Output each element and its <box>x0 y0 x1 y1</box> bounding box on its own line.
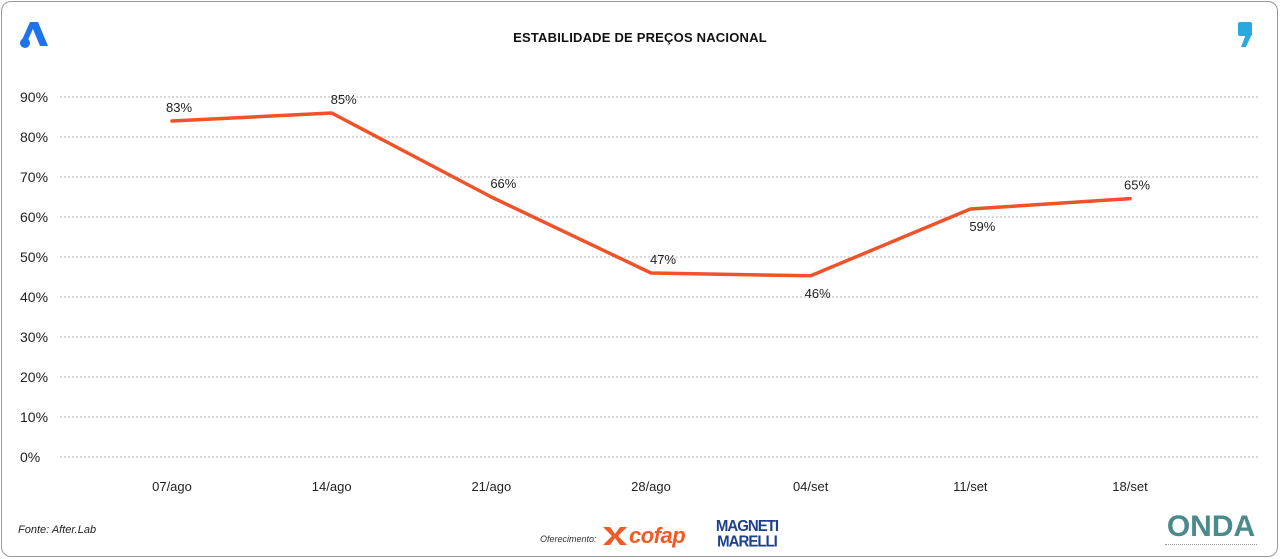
cofap-x-icon <box>603 527 627 545</box>
data-label: 83% <box>166 100 192 115</box>
data-label: 47% <box>650 252 676 267</box>
data-labels: 83% 85% 66% 47% 46% 59% 65% <box>166 92 1150 301</box>
x-tick-label: 07/ago <box>152 479 192 494</box>
data-label: 85% <box>331 92 357 107</box>
magneti-wordmark: MAGNETI <box>715 517 779 536</box>
y-tick-label: 90% <box>20 89 48 105</box>
sponsor-label: Oferecimento: <box>540 534 597 544</box>
onda-tagline-rule <box>1165 544 1257 547</box>
source-note: Fonte: After.Lab <box>18 524 97 536</box>
y-tick-label: 10% <box>20 409 48 425</box>
data-label: 65% <box>1124 178 1150 193</box>
y-tick-label: 70% <box>20 169 48 185</box>
cofap-wordmark: cofap <box>629 523 686 548</box>
chart-title: ESTABILIDADE DE PREÇOS NACIONAL <box>513 30 767 45</box>
x-tick-label: 18/set <box>1112 479 1148 494</box>
x-tick-label: 11/set <box>953 479 988 494</box>
x-tick-label: 14/ago <box>312 479 352 494</box>
quote-icon <box>1238 22 1252 47</box>
x-axis-ticks: 07/ago 14/ago 21/ago 28/ago 04/set 11/set 18/s… <box>152 479 1148 494</box>
onda-logo: ONDA <box>1166 510 1256 543</box>
data-label: 59% <box>969 219 995 234</box>
y-tick-label: 50% <box>20 249 48 265</box>
y-tick-label: 30% <box>20 329 48 345</box>
cofap-logo: cofap <box>603 520 686 552</box>
grid-lines <box>60 96 1258 458</box>
series-line <box>170 111 1132 278</box>
y-tick-label: 40% <box>20 289 48 305</box>
y-tick-label: 80% <box>20 129 48 145</box>
data-label: 46% <box>805 286 831 301</box>
data-label: 66% <box>490 176 516 191</box>
magneti-marelli-logo: MAGNETI MARELLI <box>714 518 780 550</box>
x-tick-label: 04/set <box>793 479 829 494</box>
x-tick-label: 28/ago <box>631 479 671 494</box>
y-tick-label: 0% <box>20 449 40 465</box>
marelli-wordmark: MARELLI <box>717 532 778 551</box>
series-line-layer <box>170 111 1132 278</box>
y-axis-ticks: 0% 10% 20% 30% 40% 50% 60% 70% 80% 90% <box>20 89 48 465</box>
y-tick-label: 60% <box>20 209 48 225</box>
x-tick-label: 21/ago <box>471 479 511 494</box>
brand-a-logo-icon <box>20 22 48 48</box>
y-tick-label: 20% <box>20 369 48 385</box>
